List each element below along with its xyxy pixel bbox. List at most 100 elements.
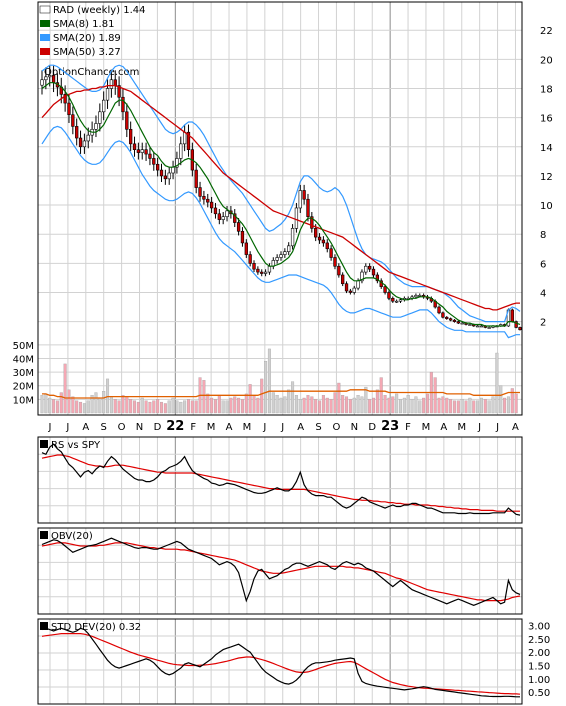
candle-body xyxy=(171,166,175,174)
month-label: J xyxy=(262,422,266,433)
candle-body xyxy=(48,75,52,78)
watermark: OptionChance.com xyxy=(44,67,139,78)
candle-body xyxy=(337,265,341,276)
candle-body xyxy=(244,242,248,255)
volume-bar xyxy=(210,397,214,414)
volume-bar xyxy=(375,389,379,414)
volume-bar xyxy=(368,399,372,414)
candle-body xyxy=(102,99,106,113)
volume-bar xyxy=(133,400,137,414)
volume-bar xyxy=(144,400,148,414)
volume-bar xyxy=(310,396,314,414)
volume-bar xyxy=(121,395,125,414)
candle-body xyxy=(364,265,368,273)
rs-legend: RS vs SPY xyxy=(40,440,101,451)
panel-frame-2 xyxy=(37,527,523,615)
candle-body xyxy=(44,76,48,81)
month-label: D xyxy=(154,422,162,433)
price-tick-label: 14 xyxy=(540,143,553,154)
volume-bar xyxy=(152,400,156,414)
candle-body xyxy=(213,207,218,215)
candle-body xyxy=(233,213,237,223)
volume-bar xyxy=(514,393,518,414)
volume-bar xyxy=(333,392,337,414)
candle-body xyxy=(394,300,399,303)
candle-body xyxy=(82,140,87,148)
candle-body xyxy=(341,274,345,285)
volume-bar xyxy=(456,400,460,414)
volume-bar xyxy=(237,397,241,414)
volume-bar xyxy=(399,399,402,414)
volume-bar xyxy=(175,400,179,414)
volume-plot xyxy=(40,348,520,414)
volume-bar xyxy=(302,397,306,414)
candle-body xyxy=(306,198,310,218)
candle-body xyxy=(121,96,125,113)
stddev-tick-label: 3.00 xyxy=(528,622,550,633)
stddev-tick-label: 1.50 xyxy=(528,661,550,672)
month-label: D xyxy=(368,422,376,433)
candle-body xyxy=(75,126,79,139)
candle-body xyxy=(441,312,445,318)
volume-bar xyxy=(225,400,229,414)
volume-bar xyxy=(217,395,221,414)
volume-bar xyxy=(240,399,244,414)
volume-bar xyxy=(98,397,102,414)
stddev-tick-label: 2.50 xyxy=(528,635,550,646)
volume-bar xyxy=(67,389,71,414)
candle-body xyxy=(456,321,460,324)
volume-bar xyxy=(352,397,356,414)
candle-body xyxy=(71,114,75,127)
candle-body xyxy=(252,263,256,270)
volume-bar xyxy=(213,399,217,414)
year-label: 23 xyxy=(381,419,399,434)
price-tick-label: 12 xyxy=(540,172,553,183)
candle-body xyxy=(287,245,291,252)
volume-tick-label: 20M xyxy=(13,382,34,393)
candle-body xyxy=(329,248,333,258)
price-tick-label: 20 xyxy=(540,55,553,66)
candle-body xyxy=(375,274,380,282)
volume-bar xyxy=(345,396,349,414)
volume-bar xyxy=(468,397,472,414)
volume-bar xyxy=(202,380,206,414)
volume-bar xyxy=(248,384,252,414)
volume-bar xyxy=(233,396,237,414)
candle-body xyxy=(333,257,337,267)
volume-bar xyxy=(433,377,437,414)
volume-bar xyxy=(194,400,198,414)
month-label: A xyxy=(512,422,519,433)
candle-body xyxy=(398,299,403,302)
volume-bar xyxy=(183,400,187,414)
month-label: M xyxy=(457,422,466,433)
candle-body xyxy=(225,210,229,218)
month-label: A xyxy=(82,422,89,433)
volume-bar xyxy=(264,361,268,414)
volume-bar xyxy=(252,395,256,414)
candle-body xyxy=(152,158,156,165)
candle-body xyxy=(217,213,221,220)
volume-bar xyxy=(479,397,483,414)
sma50-line xyxy=(41,84,520,311)
candle-body xyxy=(159,169,164,177)
candle-body xyxy=(267,265,272,273)
volume-bar xyxy=(256,397,260,414)
month-label: O xyxy=(118,422,126,433)
volume-bar xyxy=(82,403,86,414)
volume-bar xyxy=(48,397,52,414)
legend-swatch-sma50 xyxy=(40,48,50,55)
volume-bar xyxy=(129,399,133,414)
legend-sma8: SMA(8) 1.81 xyxy=(53,19,114,30)
candle-body xyxy=(236,222,241,232)
candle-body xyxy=(479,325,484,328)
volume-bar xyxy=(383,395,387,414)
volume-bar xyxy=(379,377,383,414)
volume-bar xyxy=(283,396,287,414)
candle-body xyxy=(448,318,453,321)
volume-tick-label: 10M xyxy=(13,395,34,406)
candle-body xyxy=(275,257,279,261)
month-label: A xyxy=(226,422,233,433)
volume-bar xyxy=(356,395,360,414)
volume-bar xyxy=(414,396,418,414)
candle-body xyxy=(155,163,160,171)
